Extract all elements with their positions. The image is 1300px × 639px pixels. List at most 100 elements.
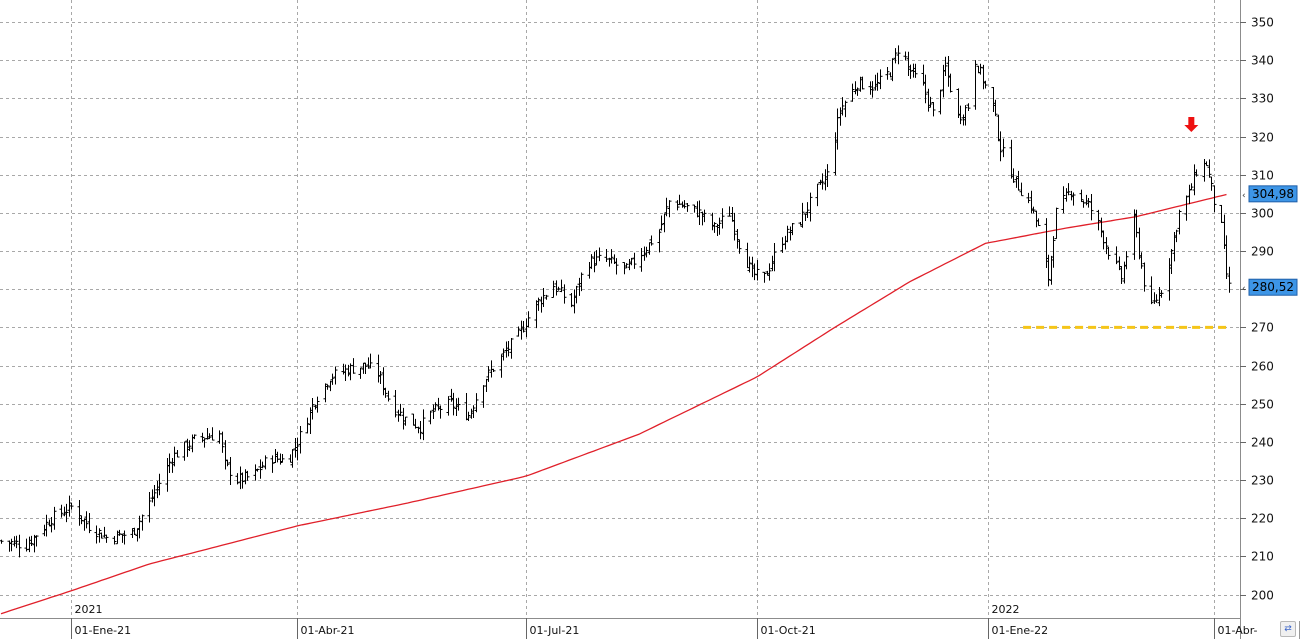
ohlc-bar bbox=[235, 473, 240, 485]
ohlc-bar bbox=[712, 222, 717, 233]
ohlc-bar bbox=[815, 183, 820, 207]
ohlc-bar bbox=[280, 453, 285, 463]
ohlc-bar bbox=[720, 208, 725, 229]
ohlc-bar bbox=[223, 440, 228, 470]
ohlc-bar bbox=[541, 288, 546, 308]
ohlc-bar bbox=[238, 466, 243, 490]
ohlc-bar bbox=[47, 519, 52, 527]
ohlc-bar bbox=[604, 248, 609, 263]
ohlc-bar bbox=[1046, 254, 1051, 287]
ohlc-bar bbox=[509, 338, 514, 359]
ohlc-bar bbox=[200, 432, 205, 443]
price-label-text: 304,98 bbox=[1252, 187, 1294, 201]
ohlc-bar bbox=[896, 45, 901, 65]
ohlc-bar bbox=[840, 97, 845, 116]
y-tick-label: 350 bbox=[1251, 16, 1274, 30]
ohlc-bar bbox=[1222, 214, 1227, 250]
ohlc-bar bbox=[868, 81, 873, 95]
ohlc-bar bbox=[1071, 192, 1076, 206]
ohlc-bar bbox=[290, 449, 295, 468]
ohlc-bar bbox=[803, 213, 808, 221]
ohlc-bar bbox=[649, 235, 654, 246]
ohlc-bar bbox=[97, 528, 102, 543]
ohlc-bar bbox=[1079, 189, 1084, 202]
ohlc-bar bbox=[295, 437, 300, 461]
ohlc-bar bbox=[77, 499, 82, 526]
ohlc-bar bbox=[205, 427, 210, 440]
ohlc-bar bbox=[187, 440, 192, 452]
ohlc-bar bbox=[692, 204, 697, 213]
ohlc-bar bbox=[9, 538, 14, 552]
ohlc-bar bbox=[341, 363, 346, 375]
ohlc-bar bbox=[526, 311, 531, 328]
ohlc-bar bbox=[890, 58, 895, 82]
ohlc-bar bbox=[843, 100, 848, 118]
y-tick-label: 240 bbox=[1251, 436, 1274, 450]
ohlc-bar bbox=[0, 539, 4, 544]
ohlc-bar bbox=[225, 459, 230, 467]
ohlc-bar bbox=[717, 217, 722, 235]
ohlc-bar bbox=[253, 464, 258, 481]
ohlc-bar bbox=[263, 455, 268, 470]
ohlc-bar bbox=[378, 370, 383, 384]
ohlc-bar bbox=[87, 513, 92, 534]
ohlc-bar bbox=[1044, 218, 1049, 268]
ohlc-bar bbox=[1149, 276, 1154, 305]
ohlc-bar bbox=[1031, 206, 1036, 214]
ohlc-bar bbox=[1187, 184, 1192, 205]
ohlc-bar bbox=[702, 209, 707, 223]
ohlc-bar bbox=[411, 413, 416, 426]
ohlc-bar bbox=[662, 213, 667, 233]
ohlc-bar bbox=[376, 354, 381, 383]
ohlc-bar bbox=[878, 69, 883, 90]
ohlc-bar bbox=[167, 453, 172, 473]
ohlc-bar bbox=[644, 246, 649, 258]
ohlc-bar bbox=[7, 540, 12, 552]
ohlc-bar bbox=[860, 76, 865, 90]
ohlc-bar bbox=[1192, 164, 1197, 196]
price-label: ‹ 304,98 bbox=[1242, 185, 1298, 203]
ohlc-bar bbox=[52, 506, 57, 530]
ohlc-bar bbox=[956, 88, 961, 118]
y-tick-label: 230 bbox=[1251, 474, 1274, 488]
ohlc-bar bbox=[192, 434, 197, 440]
ohlc-bar bbox=[484, 378, 489, 392]
ohlc-bar bbox=[99, 532, 104, 539]
ohlc-bar bbox=[1019, 182, 1024, 197]
ohlc-bar bbox=[501, 348, 506, 361]
ohlc-bar bbox=[772, 243, 777, 272]
ohlc-bar bbox=[873, 74, 878, 91]
ohlc-bar bbox=[14, 535, 19, 549]
ohlc-bar bbox=[137, 515, 142, 539]
ohlc-bar bbox=[737, 239, 742, 254]
ohlc-bar bbox=[421, 409, 426, 441]
ohlc-bar bbox=[456, 397, 461, 411]
ohlc-bar bbox=[998, 131, 1003, 162]
ohlc-bar bbox=[762, 271, 767, 283]
ohlc-bar bbox=[1137, 227, 1142, 260]
ohlc-bar bbox=[973, 60, 978, 110]
ohlc-bar bbox=[579, 272, 584, 292]
ohlc-bar bbox=[172, 446, 177, 467]
y-axis-panel bbox=[1240, 0, 1300, 639]
ohlc-bar bbox=[1011, 168, 1016, 183]
ohlc-bar bbox=[913, 63, 918, 78]
ohlc-bar bbox=[885, 66, 890, 80]
chart-settings-icon[interactable]: ⇄ bbox=[1280, 621, 1296, 637]
y-tick-label: 310 bbox=[1251, 169, 1274, 183]
ohlc-bar bbox=[642, 246, 647, 261]
ohlc-bar bbox=[258, 459, 263, 479]
ohlc-bar bbox=[632, 252, 637, 269]
ohlc-bar bbox=[446, 396, 451, 416]
ohlc-bar bbox=[330, 373, 335, 385]
ohlc-bar bbox=[938, 89, 943, 115]
ohlc-bar bbox=[609, 249, 614, 264]
ohlc-bar bbox=[1207, 159, 1212, 178]
ohlc-bar bbox=[464, 392, 469, 421]
ohlc-bar bbox=[1189, 183, 1194, 191]
ohlc-bar bbox=[667, 200, 672, 218]
ohlc-bar bbox=[438, 405, 443, 419]
ohlc-bar bbox=[978, 63, 983, 75]
ohlc-bar bbox=[469, 408, 474, 419]
ohlc-bar bbox=[1177, 209, 1182, 235]
